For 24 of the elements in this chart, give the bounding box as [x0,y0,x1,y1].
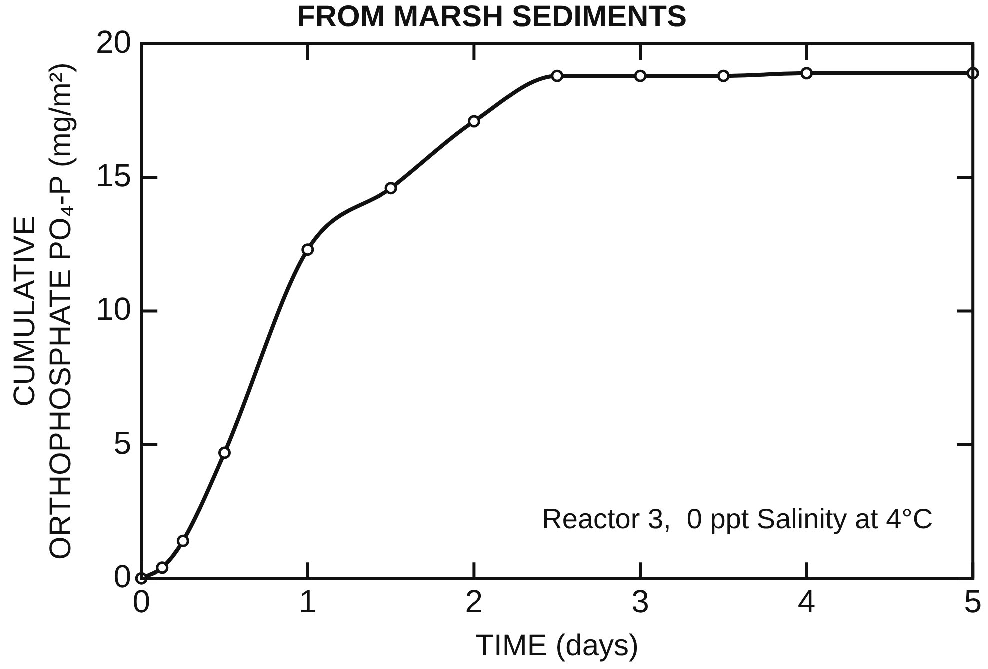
y-tick-label: 20 [96,24,132,60]
y-tick-label: 15 [96,157,132,194]
point [176,534,190,548]
point [468,115,480,128]
point [717,70,730,82]
point [218,446,231,460]
point [800,67,814,80]
y-tick-label: 0 [114,558,132,594]
chart-title: FROM MARSH SEDIMENTS [297,0,687,34]
point [634,70,647,82]
x-tick-label: 4 [798,584,816,620]
point [551,70,564,82]
x-tick-label: 3 [632,584,650,620]
x-tick-label: 2 [465,584,484,620]
x-tick-label: 1 [298,584,317,620]
point [302,244,314,256]
y-tick-label: 5 [114,424,132,461]
point [384,182,398,195]
annotation: Reactor 3, 0 ppt Salinity at 4°C [542,504,934,535]
x-tick-label: 5 [964,584,982,620]
x-axis-title: TIME (days) [476,629,640,662]
point [156,562,169,574]
y-tick-label: 10 [96,291,132,328]
y-axis-title: CUMULATIVE ORTHOPHOSPHATE PO₄-P (mg/m²) [8,62,78,560]
